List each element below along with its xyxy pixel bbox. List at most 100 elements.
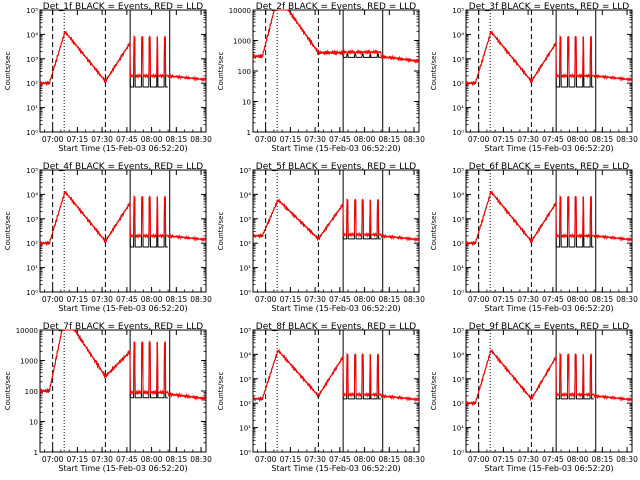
x-tick-label: 07:45: [542, 455, 564, 464]
x-tick-label: 08:15: [592, 295, 614, 304]
x-tick-label: 08:15: [592, 135, 614, 144]
y-tick-label: 10⁵: [26, 7, 38, 15]
plot-frame: [465, 9, 633, 133]
panel-2: Det_2f BLACK = Events, RED = LLD 1 10 100 10…: [217, 2, 425, 153]
panel-title: Det_1f BLACK = Events, RED = LLD: [43, 2, 203, 12]
x-tick-label: 07:30: [91, 135, 113, 144]
y-tick-label: 10³: [452, 56, 464, 64]
x-tick-label: 08:00: [354, 295, 376, 304]
y-tick-label: 10²: [452, 80, 464, 88]
plot-frame: [252, 9, 420, 133]
x-tick-label: 08:15: [166, 135, 188, 144]
y-tick-label: 10⁴: [239, 351, 251, 359]
y-tick-label: 10¹: [26, 105, 38, 113]
x-tick-label: 07:15: [280, 455, 302, 464]
x-tick-label: 07:00: [255, 455, 277, 464]
y-tick-label: 10: [242, 99, 251, 107]
panel-6: Det_6f BLACK = Events, RED = LLD 10⁰ 10¹ 10…: [430, 162, 638, 313]
y-tick-label: 1: [34, 449, 38, 457]
x-tick-label: 08:00: [354, 455, 376, 464]
x-tick-label: 08:00: [354, 135, 376, 144]
x-tick-label: 07:15: [67, 455, 89, 464]
y-tick-label: 10⁵: [452, 167, 464, 175]
panel-title: Det_3f BLACK = Events, RED = LLD: [469, 2, 629, 12]
x-axis-label: Start Time (15-Feb-03 06:52:20): [58, 304, 187, 313]
x-tick-label: 07:15: [493, 455, 515, 464]
x-tick-label: 08:30: [190, 455, 212, 464]
plot-frame: [252, 169, 420, 293]
y-tick-label: 10⁰: [239, 449, 251, 457]
x-tick-label: 07:45: [116, 295, 138, 304]
y-tick-label: 10⁰: [452, 289, 464, 297]
x-tick-label: 08:00: [567, 135, 589, 144]
y-tick-label: 10⁰: [452, 449, 464, 457]
y-tick-label: 10: [29, 419, 38, 427]
x-tick-label: 08:15: [592, 455, 614, 464]
panel-5: Det_5f BLACK = Events, RED = LLD 10⁰ 10¹ 10…: [217, 162, 425, 313]
lld-series-line: [252, 349, 420, 403]
x-tick-label: 07:30: [91, 295, 113, 304]
y-tick-label: 10⁴: [452, 191, 464, 199]
lld-series-line: [39, 329, 207, 402]
y-tick-label: 10⁰: [26, 289, 38, 297]
lld-series-line: [252, 197, 420, 243]
y-tick-label: 100: [25, 388, 38, 396]
lld-series-line: [465, 349, 633, 407]
y-axis-label: Counts/sec: [4, 372, 12, 411]
y-tick-label: 10³: [239, 216, 251, 224]
y-tick-label: 1000: [233, 38, 251, 46]
lld-series-line: [465, 30, 633, 87]
panel-title: Det_4f BLACK = Events, RED = LLD: [43, 162, 203, 172]
y-tick-label: 10⁴: [26, 31, 38, 39]
x-axis-label: Start Time (15-Feb-03 06:52:20): [271, 464, 400, 473]
y-tick-label: 10²: [452, 240, 464, 248]
y-tick-label: 10⁵: [452, 327, 464, 335]
x-tick-label: 07:45: [329, 295, 351, 304]
y-tick-label: 10¹: [239, 425, 251, 433]
y-tick-label: 100: [238, 68, 251, 76]
y-tick-label: 10²: [452, 400, 464, 408]
y-tick-label: 10²: [239, 240, 251, 248]
x-tick-label: 07:00: [42, 455, 64, 464]
x-tick-label: 07:30: [517, 135, 539, 144]
x-axis-label: Start Time (15-Feb-03 06:52:20): [484, 464, 613, 473]
panel-8: Det_8f BLACK = Events, RED = LLD 10⁰ 10¹ 10…: [217, 322, 425, 473]
panel-4: Det_4f BLACK = Events, RED = LLD 10⁰ 10¹ 10…: [4, 162, 212, 313]
y-tick-label: 10¹: [452, 425, 464, 433]
y-tick-label: 10³: [26, 216, 38, 224]
y-tick-label: 10⁴: [452, 351, 464, 359]
y-axis-label: Counts/sec: [430, 212, 438, 251]
panel-title: Det_6f BLACK = Events, RED = LLD: [469, 162, 629, 172]
lld-series-line: [465, 190, 633, 247]
panel-7: Det_7f BLACK = Events, RED = LLD 1 10 100 10…: [4, 322, 212, 473]
y-tick-label: 10¹: [452, 265, 464, 273]
y-tick-label: 1000: [20, 358, 38, 366]
x-tick-label: 07:30: [517, 455, 539, 464]
x-tick-label: 08:00: [141, 295, 163, 304]
x-tick-label: 08:15: [379, 295, 401, 304]
y-axis-label: Counts/sec: [430, 52, 438, 91]
x-tick-label: 08:30: [403, 455, 425, 464]
x-axis-label: Start Time (15-Feb-03 06:52:20): [271, 144, 400, 153]
plot-frame: [39, 9, 207, 133]
y-tick-label: 10³: [26, 56, 38, 64]
plot-frame: [39, 169, 207, 293]
y-tick-label: 10⁵: [26, 167, 38, 175]
x-tick-label: 07:00: [468, 455, 490, 464]
y-tick-label: 10¹: [26, 265, 38, 273]
x-tick-label: 08:15: [379, 455, 401, 464]
y-tick-label: 10⁰: [452, 129, 464, 137]
y-tick-label: 10⁰: [26, 129, 38, 137]
x-tick-label: 07:00: [42, 135, 64, 144]
x-tick-label: 08:00: [567, 455, 589, 464]
x-tick-label: 07:45: [542, 295, 564, 304]
x-tick-label: 07:00: [255, 295, 277, 304]
panel-title: Det_2f BLACK = Events, RED = LLD: [256, 2, 416, 12]
y-tick-label: 10000: [229, 7, 251, 15]
x-tick-label: 07:45: [329, 135, 351, 144]
y-tick-label: 10³: [239, 376, 251, 384]
x-axis-label: Start Time (15-Feb-03 06:52:20): [484, 144, 613, 153]
x-tick-label: 08:30: [616, 455, 638, 464]
x-tick-label: 07:00: [468, 295, 490, 304]
x-tick-label: 08:30: [616, 295, 638, 304]
